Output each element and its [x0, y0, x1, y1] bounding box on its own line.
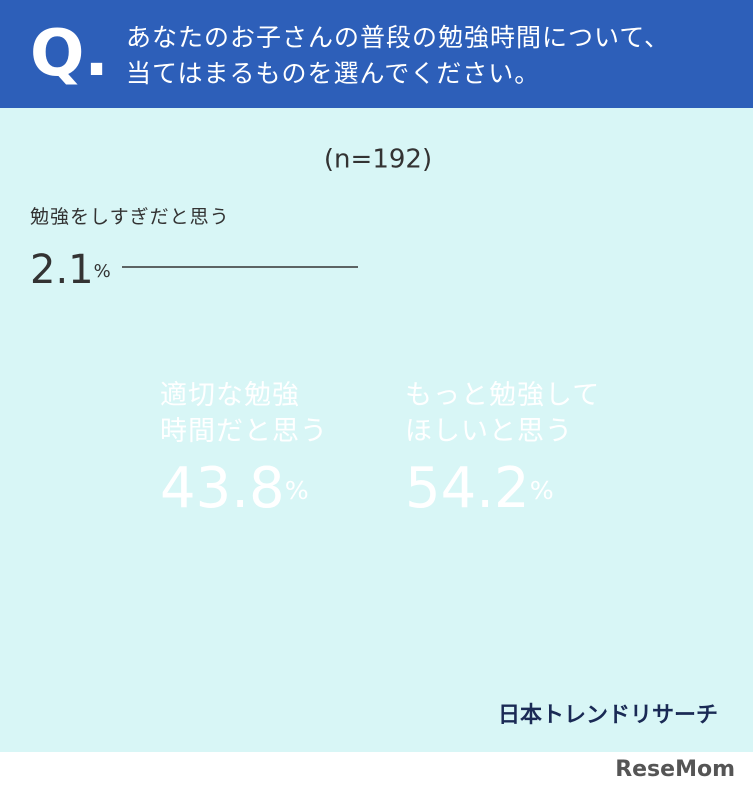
value-number: 43.8: [160, 456, 285, 521]
chart-area: [0, 108, 753, 752]
value-label: 2.1%: [30, 247, 111, 293]
slice-label: 適切な勉強 時間だと思う: [160, 380, 328, 447]
slice-label: 勉強をしすぎだと思う: [30, 206, 230, 228]
value-label: 43.8%: [160, 456, 309, 521]
watermark: ReseMom: [615, 757, 735, 782]
value-number: 54.2: [405, 456, 530, 521]
header: Q. あなたのお子さんの普段の勉強時間について、 当てはまるものを選んでください…: [0, 0, 753, 108]
value-label: 54.2%: [405, 456, 554, 521]
value-number: 2.1: [30, 247, 94, 293]
sample-size: (n=192): [324, 145, 432, 175]
value-unit: %: [530, 476, 554, 505]
value-unit: %: [94, 261, 111, 282]
source: 日本トレンドリサーチ: [498, 703, 718, 728]
question: あなたのお子さんの普段の勉強時間について、 当てはまるものを選んでください。: [126, 23, 671, 88]
slice-label: もっと勉強して ほしいと思う: [405, 380, 601, 447]
q-mark: Q.: [30, 17, 109, 91]
value-unit: %: [285, 476, 309, 505]
